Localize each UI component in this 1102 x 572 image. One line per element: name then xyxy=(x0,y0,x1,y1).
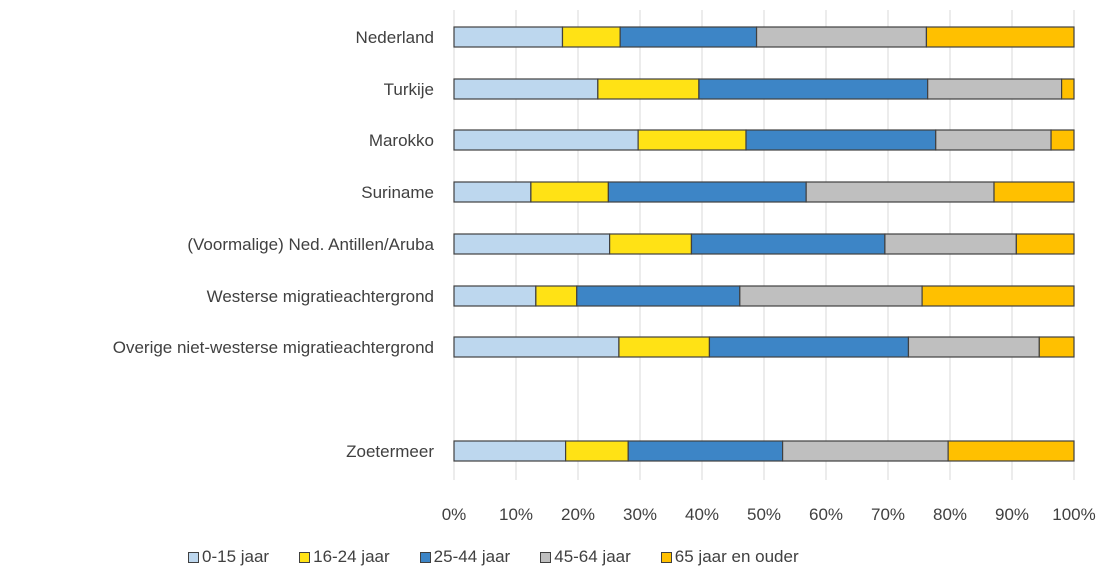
bar-segment xyxy=(637,129,747,151)
bar-segment xyxy=(745,129,937,151)
bar-segment xyxy=(927,78,1063,100)
bar-segment xyxy=(453,440,567,462)
bar-segment xyxy=(627,440,784,462)
legend-item: 0-15 jaar xyxy=(188,547,269,567)
x-tick-label: 100% xyxy=(1052,505,1095,524)
legend-label: 25-44 jaar xyxy=(433,547,511,566)
x-tick-label: 50% xyxy=(747,505,781,524)
category-label: Marokko xyxy=(369,131,434,150)
bar-segment xyxy=(561,26,621,48)
bar-segment xyxy=(947,440,1075,462)
bar-segment xyxy=(453,285,537,307)
legend-label: 65 jaar en ouder xyxy=(674,547,799,566)
x-tick-label: 90% xyxy=(995,505,1029,524)
category-label: Westerse migratieachtergrond xyxy=(207,287,434,306)
bar-segment xyxy=(453,336,620,358)
bar-segment xyxy=(576,285,741,307)
legend-label: 0-15 jaar xyxy=(202,547,270,566)
bar-segment xyxy=(907,336,1040,358)
bar-segment xyxy=(1015,233,1075,255)
bar-segment xyxy=(935,129,1052,151)
x-tick-label: 70% xyxy=(871,505,905,524)
category-label: Turkije xyxy=(384,80,434,99)
bar-segment xyxy=(453,129,639,151)
legend-swatch xyxy=(419,551,431,563)
legend-item: 65 jaar en ouder xyxy=(660,547,799,567)
bar-segment xyxy=(993,181,1075,203)
bar-segment xyxy=(564,440,629,462)
bar-segment xyxy=(708,336,910,358)
bar-segment xyxy=(755,26,928,48)
category-label: (Voormalige) Ned. Antillen/Aruba xyxy=(187,235,434,254)
bar-segment xyxy=(690,233,886,255)
category-label: Overige niet-westerse migratieachtergron… xyxy=(113,338,434,357)
bar-segment xyxy=(1038,336,1075,358)
bar-segment xyxy=(739,285,923,307)
x-tick-label: 80% xyxy=(933,505,967,524)
bar-segment xyxy=(453,78,599,100)
bar-segment xyxy=(1050,129,1075,151)
bar-segment xyxy=(618,336,711,358)
bar-segment xyxy=(1060,78,1075,100)
category-label: Nederland xyxy=(356,28,434,47)
x-tick-label: 30% xyxy=(623,505,657,524)
x-tick-label: 0% xyxy=(442,505,467,524)
bar-segment xyxy=(698,78,929,100)
bar-segment xyxy=(619,26,758,48)
bar-segment xyxy=(453,233,611,255)
bar-segment xyxy=(884,233,1017,255)
bar-segment xyxy=(453,26,564,48)
legend-swatch xyxy=(660,551,672,563)
legend-swatch xyxy=(188,551,199,563)
x-tick-label: 10% xyxy=(499,505,533,524)
category-label: Zoetermeer xyxy=(346,442,434,461)
legend-item: 25-44 jaar xyxy=(419,547,511,567)
bar-segment xyxy=(609,233,693,255)
category-label: Suriname xyxy=(361,183,434,202)
legend-label: 16-24 jaar xyxy=(313,547,390,566)
legend-swatch xyxy=(540,551,552,563)
bar-segment xyxy=(453,181,532,203)
legend-swatch xyxy=(299,551,311,563)
legend-label: 45-64 jaar xyxy=(554,547,631,566)
x-tick-label: 60% xyxy=(809,505,843,524)
bar-segment xyxy=(597,78,700,100)
bar-segment xyxy=(805,181,995,203)
bar-segment xyxy=(607,181,807,203)
x-tick-label: 40% xyxy=(685,505,719,524)
legend-item: 45-64 jaar xyxy=(540,547,631,567)
bar-segment xyxy=(781,440,949,462)
bar-segment xyxy=(530,181,609,203)
x-tick-label: 20% xyxy=(561,505,595,524)
legend: 0-15 jaar 16-24 jaar 25-44 jaar 45-64 jaar 6… xyxy=(188,546,799,568)
bar-segment xyxy=(535,285,578,307)
bar-segment xyxy=(921,285,1075,307)
legend-item: 16-24 jaar xyxy=(299,547,390,567)
bar-segment xyxy=(925,26,1075,48)
